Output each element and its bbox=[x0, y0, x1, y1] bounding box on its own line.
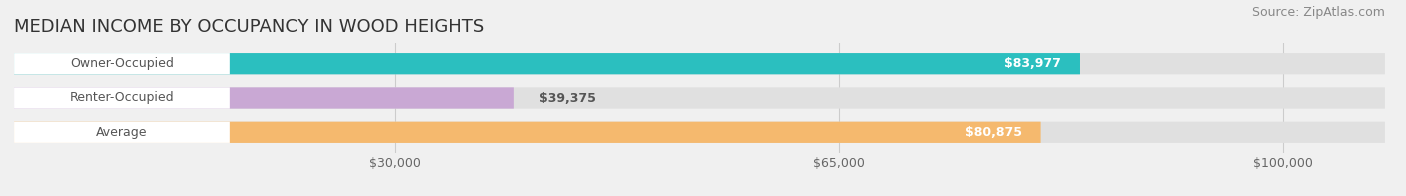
Text: $39,375: $39,375 bbox=[540, 92, 596, 104]
FancyBboxPatch shape bbox=[14, 87, 1385, 109]
Text: $83,977: $83,977 bbox=[1004, 57, 1062, 70]
Text: Owner-Occupied: Owner-Occupied bbox=[70, 57, 174, 70]
FancyBboxPatch shape bbox=[14, 122, 229, 143]
FancyBboxPatch shape bbox=[14, 53, 1385, 74]
Text: $80,875: $80,875 bbox=[965, 126, 1022, 139]
FancyBboxPatch shape bbox=[14, 87, 229, 109]
FancyBboxPatch shape bbox=[14, 122, 1385, 143]
Text: Renter-Occupied: Renter-Occupied bbox=[70, 92, 174, 104]
Text: Average: Average bbox=[96, 126, 148, 139]
FancyBboxPatch shape bbox=[14, 53, 229, 74]
FancyBboxPatch shape bbox=[14, 53, 1080, 74]
FancyBboxPatch shape bbox=[14, 87, 513, 109]
Text: Source: ZipAtlas.com: Source: ZipAtlas.com bbox=[1251, 6, 1385, 19]
FancyBboxPatch shape bbox=[14, 122, 1040, 143]
Text: MEDIAN INCOME BY OCCUPANCY IN WOOD HEIGHTS: MEDIAN INCOME BY OCCUPANCY IN WOOD HEIGH… bbox=[14, 18, 484, 36]
